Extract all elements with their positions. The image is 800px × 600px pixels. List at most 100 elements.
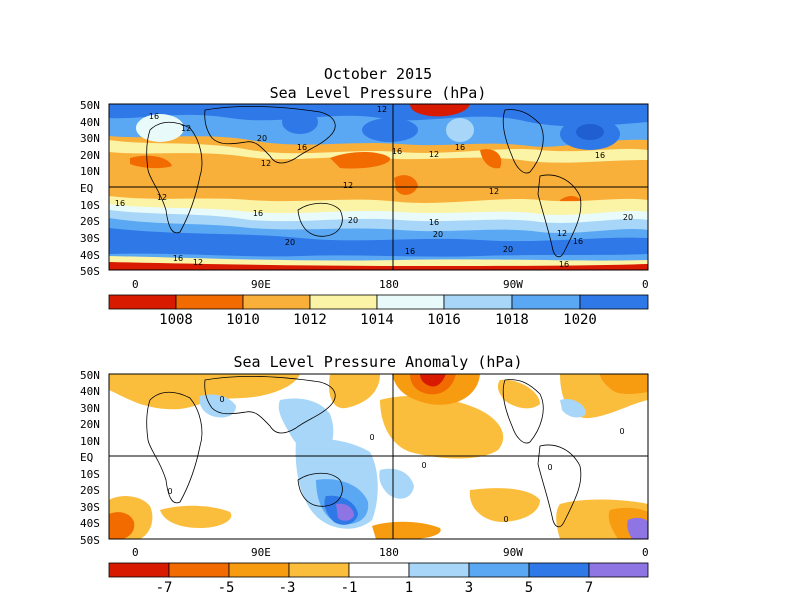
anomaly-panel-title: Sea Level Pressure Anomaly (hPa) — [234, 353, 523, 371]
colorbar-label: 1020 — [563, 312, 597, 328]
colorbar-label: -5 — [218, 580, 235, 596]
x-tick: 0 — [642, 546, 649, 559]
contour-label: 12 — [429, 150, 439, 159]
contour-label: 12 — [377, 105, 387, 114]
contour-label: 16 — [115, 199, 125, 208]
anomaly-colorbar: -7 -5 -3 -1 1 3 5 7 — [108, 562, 649, 596]
colorbar-label: 5 — [525, 580, 533, 596]
anomaly-contour-labels: 0 0 0 0 0 0 0 — [167, 395, 624, 524]
colorbar-label: 1008 — [159, 312, 193, 328]
x-tick: 90E — [251, 278, 271, 291]
y-tick: 40S — [80, 249, 100, 262]
contour-label: 16 — [149, 112, 159, 121]
y-tick: 30N — [80, 402, 100, 415]
contour-label: 0 — [369, 433, 374, 442]
x-tick: 90E — [251, 546, 271, 559]
contour-label: 0 — [219, 395, 224, 404]
colorbar-swatch — [309, 294, 378, 310]
colorbar-swatch — [348, 562, 410, 578]
colorbar-swatch — [242, 294, 311, 310]
y-tick: 20S — [80, 215, 100, 228]
contour-label: 20 — [433, 230, 443, 239]
contour-label: 0 — [167, 487, 172, 496]
colorbar-label: -1 — [341, 580, 358, 596]
colorbar-label: 3 — [465, 580, 473, 596]
anomaly-grid — [108, 373, 649, 540]
slp-coastlines — [146, 106, 582, 258]
anomaly-coastlines — [146, 376, 582, 528]
slp-grid — [108, 103, 649, 271]
contour-label: 12 — [489, 187, 499, 196]
slp-panel-title: Sea Level Pressure (hPa) — [270, 84, 487, 102]
contour-label: 20 — [348, 216, 358, 225]
colorbar-label: 7 — [585, 580, 593, 596]
colorbar-swatch — [288, 562, 350, 578]
y-tick: 40N — [80, 116, 100, 129]
x-tick: 0 — [642, 278, 649, 291]
contour-label: 12 — [193, 258, 203, 267]
colorbar-swatch — [443, 294, 513, 310]
colorbar-swatch — [588, 562, 649, 578]
contour-label: 16 — [573, 237, 583, 246]
slp-contour-labels: 16 12 20 16 16 16 12 12 12 12 16 12 16 1… — [115, 105, 633, 269]
colorbar-label: -3 — [279, 580, 296, 596]
colorbar-label: 1 — [405, 580, 413, 596]
anomaly-y-axis: 50N 40N 30N 20N 10N EQ 10S 20S 30S 40S 5… — [80, 369, 100, 547]
y-tick: 30N — [80, 132, 100, 145]
y-tick: 40N — [80, 385, 100, 398]
y-tick: 10S — [80, 199, 100, 212]
contour-label: 0 — [421, 461, 426, 470]
colorbar-label: 1010 — [226, 312, 260, 328]
colorbar-label: 1012 — [293, 312, 327, 328]
anomaly-x-axis: 0 90E 180 90W 0 — [132, 546, 649, 559]
colorbar-swatch — [579, 294, 649, 310]
contour-label: 20 — [623, 213, 633, 222]
contour-label: 16 — [595, 151, 605, 160]
contour-label: 16 — [253, 209, 263, 218]
y-tick: 20S — [80, 484, 100, 497]
contour-label: 16 — [405, 247, 415, 256]
colorbar-label: 1016 — [427, 312, 461, 328]
colorbar-swatch — [511, 294, 581, 310]
x-tick: 90W — [503, 546, 523, 559]
slp-colorbar: 1008 1010 1012 1014 1016 1018 1020 — [108, 294, 649, 328]
colorbar-swatch — [228, 562, 290, 578]
colorbar-label: 1018 — [495, 312, 529, 328]
y-tick: 30S — [80, 501, 100, 514]
colorbar-swatch — [528, 562, 590, 578]
y-tick: 20N — [80, 149, 100, 162]
y-tick: 10N — [80, 435, 100, 448]
contour-label: 12 — [557, 229, 567, 238]
y-tick: 10N — [80, 165, 100, 178]
x-tick: 0 — [132, 278, 139, 291]
contour-label: 20 — [257, 134, 267, 143]
x-tick: 180 — [379, 546, 399, 559]
contour-label: 16 — [392, 147, 402, 156]
contour-label: 12 — [181, 124, 191, 133]
slp-x-axis: 0 90E 180 90W 0 — [132, 278, 649, 291]
slp-panel: Sea Level Pressure (hPa) — [80, 84, 649, 328]
contour-label: 16 — [297, 143, 307, 152]
contour-label: 12 — [343, 181, 353, 190]
colorbar-swatch — [376, 294, 445, 310]
x-tick: 180 — [379, 278, 399, 291]
contour-label: 16 — [455, 143, 465, 152]
y-tick: 40S — [80, 517, 100, 530]
contour-label: 16 — [559, 260, 569, 269]
colorbar-label: 1014 — [360, 312, 394, 328]
y-tick: EQ — [80, 451, 93, 464]
colorbar-label: -7 — [156, 580, 173, 596]
contour-label: 16 — [173, 254, 183, 263]
y-tick: 50N — [80, 369, 100, 382]
y-tick: EQ — [80, 182, 93, 195]
contour-label: 20 — [503, 245, 513, 254]
colorbar-swatch — [108, 562, 170, 578]
contour-label: 0 — [619, 427, 624, 436]
colorbar-swatch — [108, 294, 177, 310]
colorbar-swatch — [168, 562, 230, 578]
colorbar-swatch — [468, 562, 530, 578]
x-tick: 0 — [132, 546, 139, 559]
y-tick: 30S — [80, 232, 100, 245]
contour-label: 16 — [429, 218, 439, 227]
